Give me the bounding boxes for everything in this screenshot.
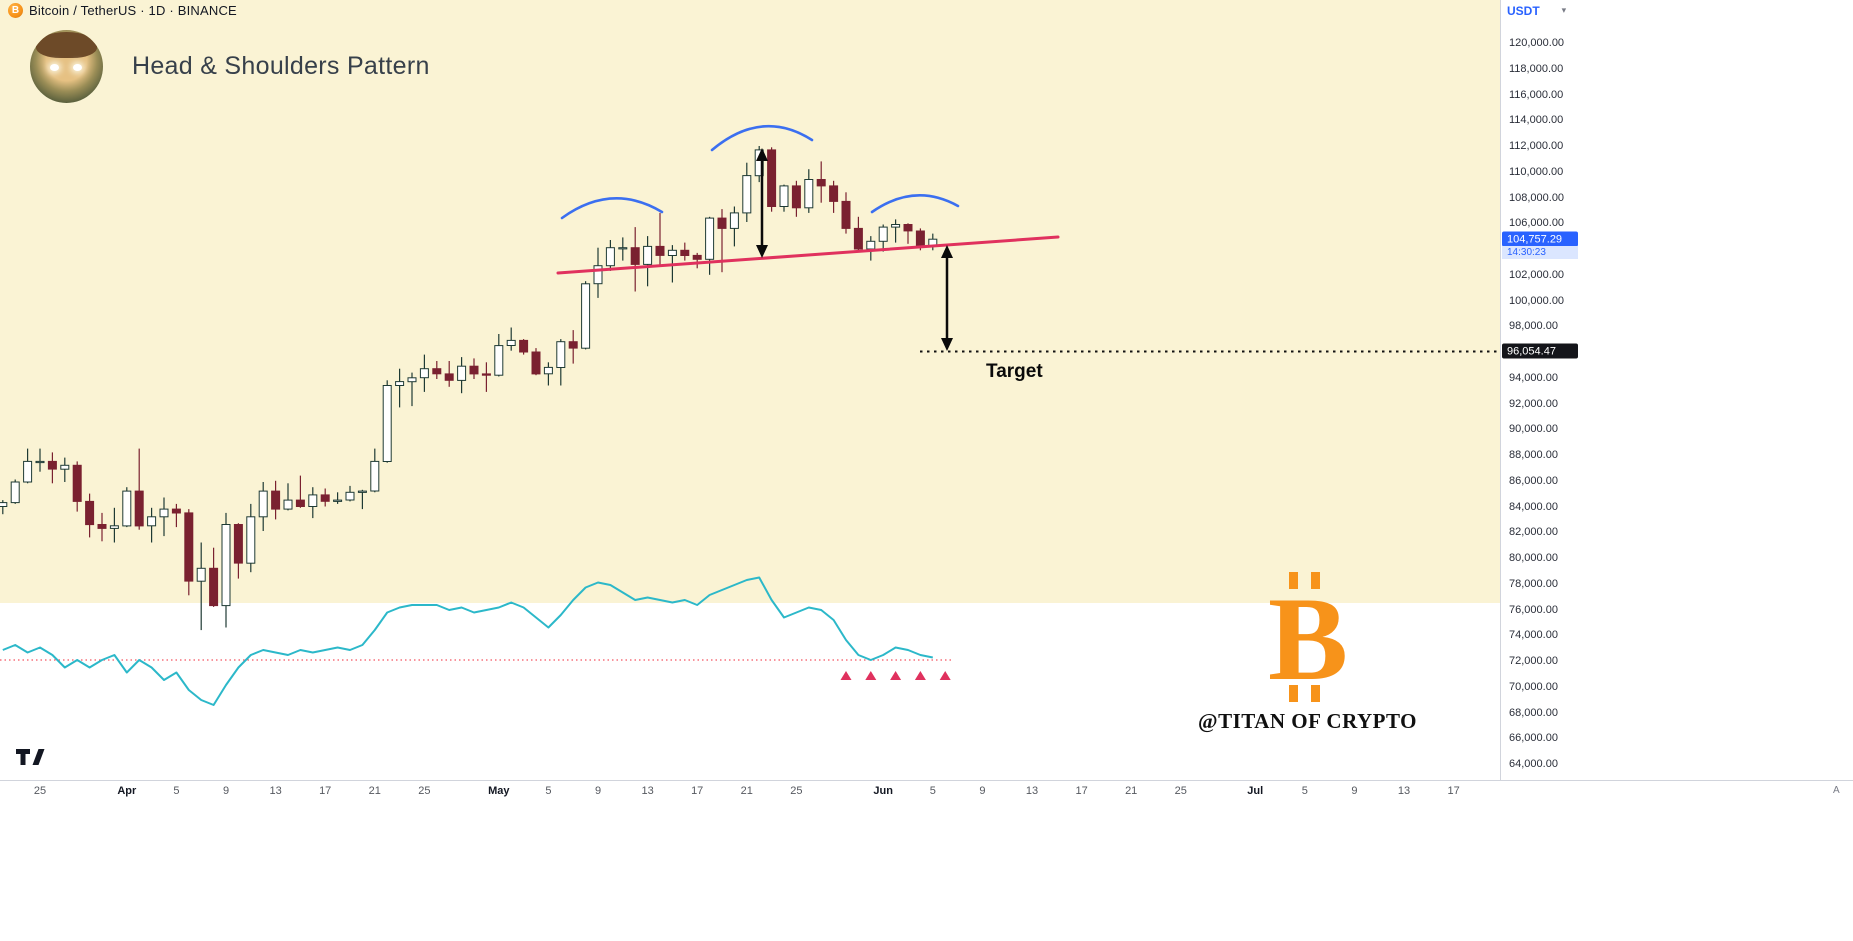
price-axis-label: 64,000.00	[1509, 758, 1558, 770]
chart-canvas	[0, 124, 1500, 706]
price-axis-label: 80,000.00	[1509, 552, 1558, 564]
bar-countdown: 14:30:23	[1502, 246, 1578, 260]
currency-label: USDT	[1507, 3, 1540, 18]
price-axis-label: 72,000.00	[1509, 655, 1558, 667]
avatar-hair	[36, 32, 97, 58]
bitcoin-symbol-icon: B	[8, 3, 23, 18]
currency-dropdown[interactable]: USDT ▾	[1501, 0, 1579, 21]
price-axis-label: 92,000.00	[1509, 397, 1558, 410]
price-axis-label: 108,000.00	[1509, 191, 1565, 204]
time-axis-label: 9	[222, 785, 230, 797]
time-axis-label: 5	[545, 785, 552, 797]
price-axis-label: 100,000.00	[1509, 294, 1565, 307]
author-handle: @TITAN OF CRYPTO	[1198, 709, 1417, 733]
price-axis-label: 106,000.00	[1509, 217, 1565, 230]
price-axis-label: 86,000.00	[1509, 474, 1558, 487]
time-axis-label: 21	[740, 785, 753, 797]
price-axis-label: 118,000.00	[1509, 62, 1564, 75]
time-axis-label: 25	[790, 785, 803, 797]
chevron-down-icon: ▾	[1561, 5, 1567, 15]
price-axis-label: 90,000.00	[1509, 423, 1558, 436]
avatar-eye	[50, 64, 59, 71]
price-axis-label: 82,000.00	[1509, 526, 1558, 539]
time-axis-label: 17	[1075, 785, 1088, 797]
time-axis-label: 13	[269, 785, 282, 797]
time-axis-label: 25	[33, 785, 47, 797]
time-axis-label: 9	[979, 785, 986, 797]
time-axis-label: 13	[641, 785, 654, 797]
time-axis-label: 5	[1301, 785, 1308, 797]
time-axis-label: 17	[1447, 785, 1460, 797]
avatar	[30, 30, 103, 103]
price-axis-label: 88,000.00	[1509, 449, 1558, 461]
price-axis-label: 114,000.00	[1509, 114, 1564, 127]
time-axis-label: 17	[319, 785, 332, 797]
current-price-badge: 104,757.29	[1502, 231, 1578, 247]
time-axis-label: 25	[418, 785, 431, 797]
tradingview-logo-icon[interactable]	[14, 747, 48, 767]
chart-background	[0, 0, 1500, 603]
current-price-value: 104,757.29	[1507, 233, 1563, 246]
time-axis-label: 17	[691, 785, 704, 797]
price-axis-label: 94,000.00	[1509, 371, 1558, 384]
price-axis-label: 102,000.00	[1509, 268, 1565, 281]
target-price-value: 96,054.47	[1507, 345, 1556, 358]
symbol-header[interactable]: B Bitcoin / TetherUS · 1D · BINANCE	[8, 3, 237, 18]
time-axis-label: 5	[929, 785, 936, 797]
price-axis[interactable]: USDT ▾ 104,757.29 14:30:23 96,054.47 120…	[1500, 0, 1853, 780]
avatar-eye	[73, 64, 82, 71]
time-axis-label: 21	[1125, 785, 1138, 797]
symbol-description: Bitcoin / TetherUS · 1D · BINANCE	[29, 3, 237, 18]
price-axis-label: 74,000.00	[1509, 629, 1558, 642]
svg-text:B: B	[1267, 572, 1347, 702]
page-title: Head & Shoulders Pattern	[132, 52, 430, 80]
time-axis-label: 25	[1174, 785, 1187, 797]
time-axis-label: 13	[1025, 785, 1039, 797]
axis-settings-button[interactable]: A	[1833, 785, 1840, 796]
target-price-badge: 96,054.47	[1502, 343, 1578, 359]
time-axis-label: 9	[594, 785, 602, 797]
chart-area[interactable]: B Bitcoin / TetherUS · 1D · BINANCE Head…	[0, 0, 1500, 780]
time-axis-month-label: Jun	[873, 785, 893, 797]
bitcoin-logo-icon: B	[1267, 572, 1348, 705]
price-axis-label: 78,000.00	[1509, 577, 1558, 590]
time-axis-month-label: May	[488, 785, 510, 797]
price-axis-label: 112,000.00	[1509, 140, 1564, 152]
price-axis-label: 120,000.00	[1509, 37, 1565, 49]
price-axis-label: 76,000.00	[1509, 603, 1558, 616]
price-axis-label: 98,000.00	[1509, 320, 1558, 333]
time-axis-month-label: Apr	[117, 785, 137, 797]
watermark: B @TITAN OF CRYPTO	[1180, 572, 1435, 734]
time-axis-label: 13	[1397, 785, 1411, 797]
price-axis-label: 66,000.00	[1509, 732, 1558, 745]
price-axis-label: 68,000.00	[1509, 706, 1558, 719]
price-axis-label: 70,000.00	[1509, 680, 1558, 693]
time-axis-month-label: Jul	[1247, 785, 1264, 797]
time-axis[interactable]: A 25 Apr 5 9 13 17 21 25 May 5 9 13 17 21 25 Jun 5 9 13 17 2…	[0, 780, 1853, 941]
target-annotation-label: Target	[986, 361, 1043, 382]
price-axis-label: 84,000.00	[1509, 500, 1558, 513]
price-axis-label: 116,000.00	[1509, 88, 1564, 101]
time-axis-label: 9	[1351, 785, 1358, 797]
time-axis-label: 21	[368, 785, 381, 797]
price-axis-label: 110,000.00	[1509, 165, 1564, 178]
time-axis-label: 5	[173, 785, 180, 797]
